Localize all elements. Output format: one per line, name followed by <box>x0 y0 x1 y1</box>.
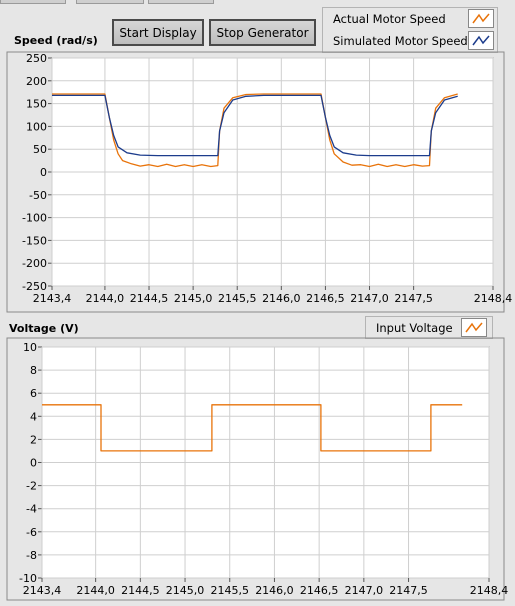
y-tick-label: -250 <box>22 280 47 293</box>
legend-label: Input Voltage <box>376 321 453 335</box>
x-tick-label: 2145,5 <box>210 584 249 597</box>
y-tick-label: 8 <box>30 364 37 377</box>
start-display-button[interactable]: Start Display <box>112 19 204 46</box>
legend-item-simulated: Simulated Motor Speed <box>323 30 499 52</box>
x-tick-label: 2144,0 <box>86 292 125 305</box>
top-tab[interactable] <box>148 0 214 4</box>
x-tick-label: 2147,5 <box>389 584 428 597</box>
y-tick-label: -6 <box>26 526 37 539</box>
y-tick-label: 2 <box>30 433 37 446</box>
x-tick-label: 2146,5 <box>300 584 339 597</box>
chart-frame <box>6 337 505 601</box>
x-tick-label: 2145,0 <box>166 584 205 597</box>
y-tick-label: 4 <box>30 410 37 423</box>
x-tick-label: 2147,0 <box>350 292 389 305</box>
x-tick-label: 2144,0 <box>76 584 115 597</box>
x-tick-label: 2146,0 <box>262 292 301 305</box>
voltage-legend: Input Voltage <box>365 316 493 339</box>
speed-axis-title: Speed (rad/s) <box>14 34 98 47</box>
x-tick-label: 2148,4 <box>470 584 509 597</box>
y-tick-label: -2 <box>26 480 37 493</box>
x-tick-label: 2147,0 <box>345 584 384 597</box>
x-tick-label: 2146,5 <box>306 292 345 305</box>
x-tick-label: 2143,4 <box>33 292 72 305</box>
y-tick-label: 0 <box>40 166 47 179</box>
x-tick-label: 2148,4 <box>474 292 513 305</box>
x-tick-label: 2143,4 <box>23 584 62 597</box>
legend-swatch-actual[interactable] <box>468 9 494 28</box>
speed-chart: 250 200 150 100 50 0 -50 -100 -150 -200 -2502143,4… <box>6 51 513 313</box>
top-tab[interactable] <box>76 0 144 4</box>
series-line-simulated-motor-speed <box>52 94 458 157</box>
y-tick-label: 10 <box>23 341 37 354</box>
y-tick-label: 250 <box>26 52 47 65</box>
x-tick-label: 2147,5 <box>394 292 433 305</box>
x-tick-label: 2145,5 <box>218 292 257 305</box>
y-tick-label: -10 <box>19 572 37 585</box>
x-tick-label: 2144,5 <box>130 292 169 305</box>
voltage-axis-title: Voltage (V) <box>9 322 79 335</box>
legend-item-voltage: Input Voltage <box>366 317 494 339</box>
legend-label: Simulated Motor Speed <box>333 34 468 48</box>
y-tick-label: 200 <box>26 75 47 88</box>
series-line-actual-motor-speed <box>52 93 458 168</box>
y-tick-label: 150 <box>26 98 47 111</box>
top-tab[interactable] <box>0 0 66 4</box>
y-tick-label: 6 <box>30 387 37 400</box>
y-tick-label: -8 <box>26 549 37 562</box>
y-tick-label: -50 <box>29 189 47 202</box>
y-tick-label: -4 <box>26 503 37 516</box>
legend-label: Actual Motor Speed <box>333 12 446 26</box>
legend-swatch-voltage[interactable] <box>461 318 487 337</box>
y-tick-label: -100 <box>22 212 47 225</box>
legend-item-actual: Actual Motor Speed <box>323 8 499 30</box>
x-tick-label: 2145,0 <box>174 292 213 305</box>
y-tick-label: 100 <box>26 120 47 133</box>
y-tick-label: 0 <box>30 457 37 470</box>
chart-frame <box>6 51 505 313</box>
x-tick-label: 2146,0 <box>255 584 294 597</box>
series-line-input-voltage <box>42 404 463 452</box>
stop-generator-button[interactable]: Stop Generator <box>209 19 316 46</box>
x-tick-label: 2144,5 <box>121 584 160 597</box>
y-tick-label: -200 <box>22 257 47 270</box>
speed-legend: Actual Motor Speed Simulated Motor Speed <box>322 7 498 53</box>
legend-swatch-simulated[interactable] <box>468 31 494 50</box>
y-tick-label: -150 <box>22 234 47 247</box>
y-tick-label: 50 <box>33 143 47 156</box>
